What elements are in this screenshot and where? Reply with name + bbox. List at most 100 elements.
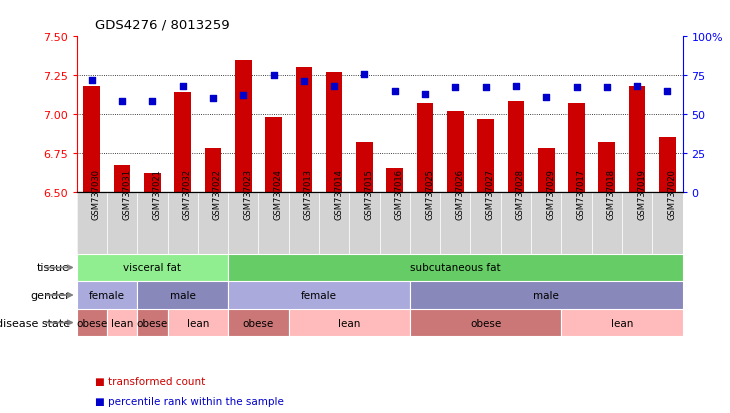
Text: GDS4276 / 8013259: GDS4276 / 8013259	[95, 19, 229, 31]
Bar	[107, 192, 137, 254]
Point	[237, 93, 249, 100]
Text: obese: obese	[137, 318, 168, 328]
Bar	[410, 309, 561, 337]
Text: GSM737023: GSM737023	[243, 169, 253, 219]
Bar	[174, 93, 191, 192]
Bar	[471, 192, 501, 254]
Text: GSM737021: GSM737021	[153, 169, 161, 219]
Point	[631, 83, 643, 90]
Bar	[265, 118, 282, 192]
Bar	[629, 87, 645, 192]
Text: GSM737027: GSM737027	[485, 169, 495, 219]
Text: GSM737014: GSM737014	[334, 169, 343, 219]
Bar	[410, 192, 440, 254]
Bar	[198, 192, 228, 254]
Bar	[659, 138, 676, 192]
Bar	[77, 192, 107, 254]
Bar	[350, 192, 380, 254]
Point	[419, 91, 431, 98]
Bar	[228, 192, 258, 254]
Text: GSM737018: GSM737018	[607, 169, 616, 219]
Point	[571, 85, 583, 92]
Bar	[599, 142, 615, 192]
Text: visceral fat: visceral fat	[123, 263, 181, 273]
Bar	[356, 142, 373, 192]
Bar	[568, 104, 585, 192]
Bar	[77, 309, 107, 337]
Bar	[168, 192, 198, 254]
Bar	[77, 282, 137, 309]
Bar	[258, 192, 289, 254]
Bar	[410, 282, 683, 309]
Bar	[592, 192, 622, 254]
Bar	[228, 254, 683, 282]
Bar	[326, 73, 342, 192]
Bar	[386, 169, 403, 192]
Text: GSM737029: GSM737029	[546, 169, 556, 219]
Point	[480, 85, 491, 92]
Text: GSM737026: GSM737026	[456, 169, 464, 219]
Bar	[477, 119, 494, 192]
Text: GSM737024: GSM737024	[274, 169, 283, 219]
Point	[177, 83, 188, 90]
Bar	[289, 192, 319, 254]
Bar	[417, 104, 434, 192]
Text: GSM737020: GSM737020	[667, 169, 677, 219]
Point	[389, 88, 401, 95]
Text: ■ percentile rank within the sample: ■ percentile rank within the sample	[95, 396, 284, 406]
Bar	[289, 309, 410, 337]
Text: GSM737016: GSM737016	[395, 169, 404, 219]
Text: tissue: tissue	[36, 263, 69, 273]
Point	[207, 96, 219, 102]
Text: obese: obese	[76, 318, 107, 328]
Text: ■ transformed count: ■ transformed count	[95, 376, 205, 386]
Bar	[137, 282, 228, 309]
Point	[358, 71, 370, 78]
Bar	[380, 192, 410, 254]
Bar	[137, 192, 168, 254]
Text: female: female	[89, 290, 125, 300]
Point	[510, 83, 522, 90]
Bar	[296, 68, 312, 192]
Bar	[319, 192, 350, 254]
Bar	[83, 87, 100, 192]
Text: male: male	[534, 290, 559, 300]
Text: GSM737030: GSM737030	[92, 169, 101, 219]
Text: GSM737031: GSM737031	[122, 169, 131, 219]
Point	[601, 85, 612, 92]
Text: disease state: disease state	[0, 318, 69, 328]
Bar	[144, 173, 161, 192]
Text: lean: lean	[338, 318, 361, 328]
Point	[328, 83, 340, 90]
Text: GSM737017: GSM737017	[577, 169, 585, 219]
Text: GSM737032: GSM737032	[182, 169, 192, 219]
Bar	[137, 309, 168, 337]
Bar	[561, 192, 592, 254]
Bar	[538, 149, 555, 192]
Bar	[501, 192, 531, 254]
Text: lean: lean	[111, 318, 134, 328]
Text: GSM737028: GSM737028	[516, 169, 525, 219]
Bar	[114, 166, 131, 192]
Point	[540, 94, 552, 101]
Bar	[531, 192, 561, 254]
Point	[450, 85, 461, 92]
Bar	[447, 112, 464, 192]
Text: gender: gender	[30, 290, 69, 300]
Point	[86, 77, 98, 84]
Bar	[235, 60, 252, 192]
Bar	[228, 282, 410, 309]
Bar	[653, 192, 683, 254]
Bar	[622, 192, 653, 254]
Bar	[228, 309, 289, 337]
Text: female: female	[301, 290, 337, 300]
Bar	[204, 149, 221, 192]
Bar	[107, 309, 137, 337]
Bar	[440, 192, 471, 254]
Text: GSM737015: GSM737015	[364, 169, 374, 219]
Text: GSM737025: GSM737025	[425, 169, 434, 219]
Text: lean: lean	[611, 318, 633, 328]
Text: obese: obese	[470, 318, 502, 328]
Text: subcutaneous fat: subcutaneous fat	[410, 263, 501, 273]
Point	[268, 73, 280, 79]
